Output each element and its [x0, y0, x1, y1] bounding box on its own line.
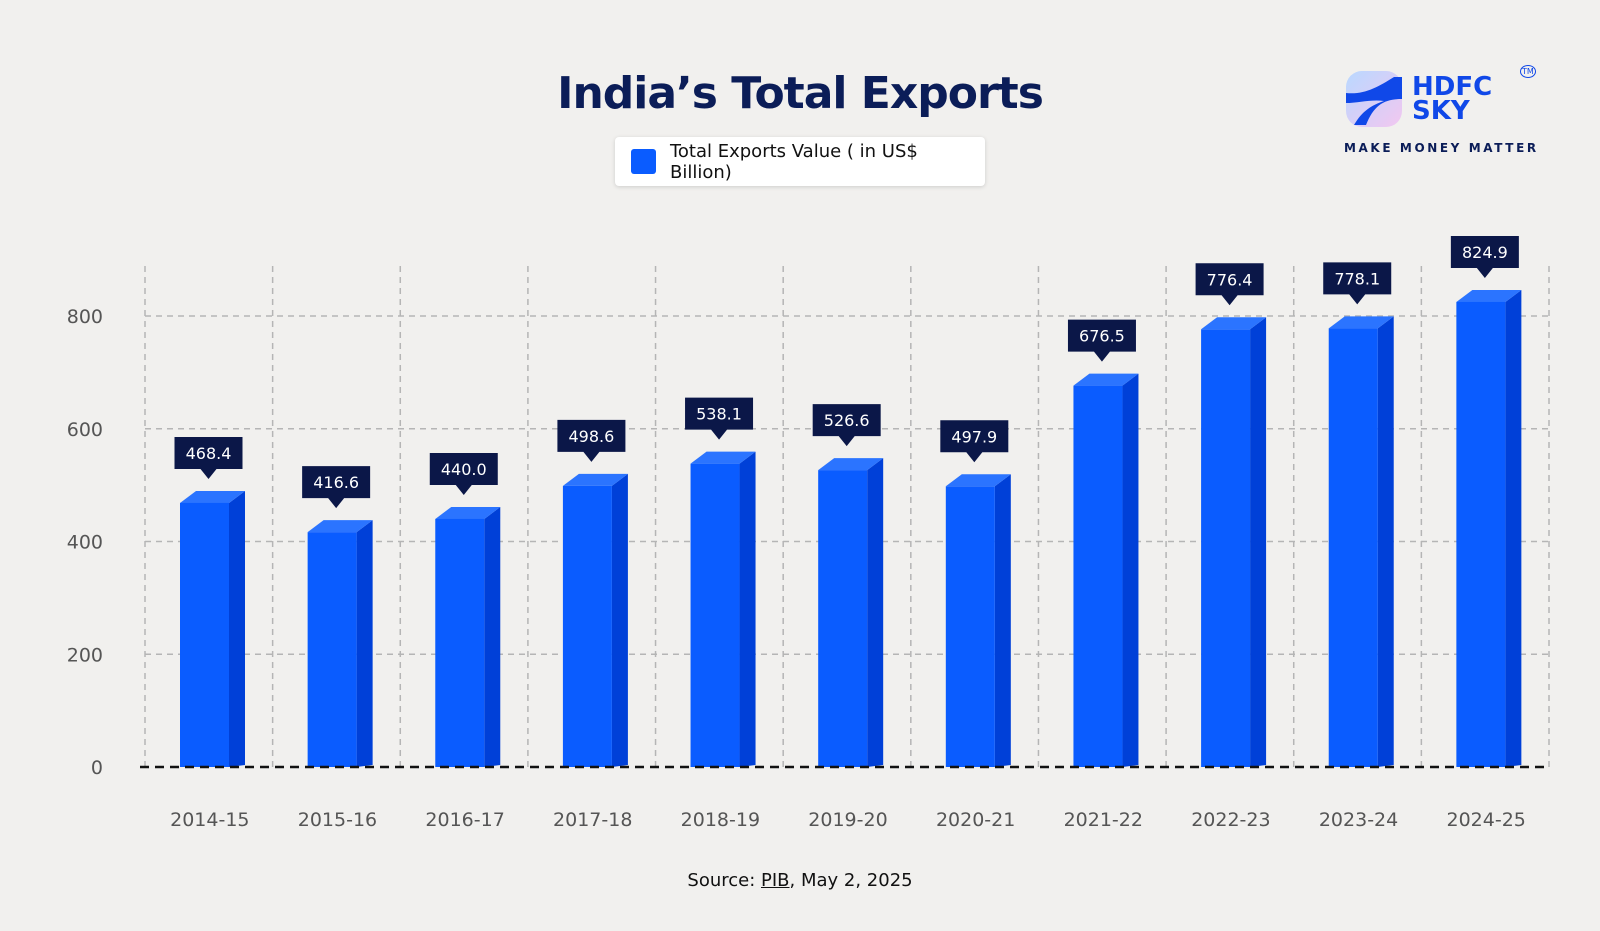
bar-top	[818, 458, 884, 471]
legend-label: Total Exports Value ( in US$ Billion)	[669, 140, 918, 183]
bar-side	[867, 458, 884, 767]
x-tick-label: 2023-24	[1319, 809, 1398, 831]
bar-side	[1377, 316, 1394, 767]
bar-top	[1456, 289, 1522, 302]
bar-side	[1250, 317, 1267, 767]
y-tick-label: 200	[67, 644, 103, 666]
bar-top	[1201, 317, 1267, 330]
bar	[690, 463, 740, 767]
bar-top	[1073, 373, 1139, 386]
bar	[1073, 385, 1123, 767]
bar-side	[484, 506, 501, 767]
legend: Total Exports Value ( in US$ Billion)	[615, 137, 985, 186]
bar	[180, 502, 229, 767]
data-label: 538.1	[696, 405, 742, 424]
bar-side	[356, 520, 373, 767]
x-tick-label: 2021-22	[1064, 809, 1143, 831]
bar	[562, 485, 612, 767]
data-label-bg	[174, 436, 243, 479]
x-tick-label: 2014-15	[170, 809, 249, 831]
x-tick-label: 2020-21	[936, 809, 1015, 831]
trademark: TM	[1520, 65, 1536, 78]
data-label-bg	[812, 404, 881, 447]
bar-side	[611, 473, 628, 767]
data-label: 468.4	[186, 444, 232, 463]
logo-tagline: MAKE MONEY MATTER	[1344, 141, 1539, 155]
bar	[307, 532, 357, 767]
x-tick-label: 2022-23	[1191, 809, 1270, 831]
data-label: 497.9	[951, 427, 997, 446]
data-label-bg	[1195, 263, 1264, 306]
data-label: 440.0	[441, 460, 487, 479]
data-label: 676.5	[1079, 327, 1125, 346]
data-label-bg	[1067, 319, 1136, 362]
bar-side	[229, 490, 245, 767]
bar-top	[562, 473, 628, 486]
bar	[818, 470, 868, 767]
data-label-bg	[557, 419, 626, 462]
bar-top	[180, 490, 245, 503]
data-label-bg	[429, 452, 498, 495]
bar-top	[435, 506, 501, 519]
bar-side	[739, 451, 756, 767]
x-tick-label: 2016-17	[425, 809, 504, 831]
data-label-bg	[302, 466, 371, 509]
bar-side	[1122, 373, 1139, 767]
x-tick-label: 2015-16	[298, 809, 377, 831]
y-tick-label: 600	[67, 419, 103, 441]
data-label-bg	[685, 397, 754, 440]
data-label: 526.6	[824, 411, 870, 430]
source-note: Source: PIB, May 2, 2025	[687, 870, 913, 891]
logo-mark-icon	[1346, 71, 1402, 127]
bar-top	[690, 451, 756, 464]
hdfc-sky-logo: HDFC SKY TM MAKE MONEY MATTER	[1340, 65, 1540, 165]
x-tick-label: 2018-19	[681, 809, 760, 831]
y-tick-label: 400	[67, 532, 103, 554]
bar	[435, 518, 485, 767]
bar	[1456, 301, 1506, 767]
bar-top	[1328, 316, 1394, 329]
data-label: 778.1	[1334, 269, 1380, 288]
bar	[945, 486, 995, 767]
logo-brand: HDFC SKY	[1412, 72, 1493, 126]
bar-top	[945, 474, 1011, 487]
bar	[1328, 328, 1378, 767]
data-label: 776.4	[1207, 270, 1253, 289]
legend-swatch	[631, 149, 656, 174]
source-link[interactable]: PIB	[761, 870, 790, 891]
x-tick-label: 2017-18	[553, 809, 632, 831]
data-label-bg	[1450, 235, 1519, 278]
x-tick-label: 2019-20	[808, 809, 887, 831]
bar-side	[994, 474, 1011, 767]
x-tick-label: 2024-25	[1446, 809, 1525, 831]
data-label: 498.6	[569, 427, 615, 446]
bar-top	[307, 520, 373, 533]
data-label: 416.6	[313, 473, 359, 492]
y-tick-label: 800	[67, 306, 103, 328]
bar	[1201, 329, 1251, 767]
data-label-bg	[940, 420, 1009, 463]
data-label: 824.9	[1462, 243, 1508, 262]
chart-title: India’s Total Exports	[557, 68, 1044, 119]
data-label-bg	[1323, 262, 1392, 305]
bar-side	[1505, 289, 1522, 767]
y-tick-label: 0	[91, 757, 103, 779]
